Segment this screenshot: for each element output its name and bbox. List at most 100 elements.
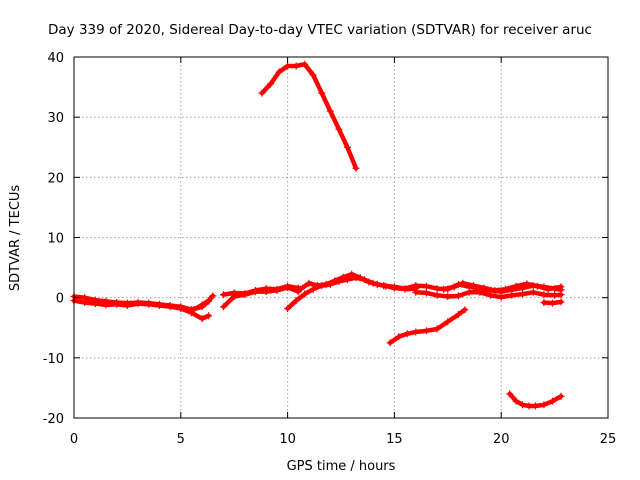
data-point (301, 60, 309, 68)
data-point (444, 318, 452, 326)
data-point (309, 71, 317, 79)
x-tick-label: 25 (600, 432, 617, 447)
x-tick-label: 0 (70, 432, 78, 447)
data-point (551, 291, 559, 299)
data-point (529, 288, 537, 296)
data-point (557, 392, 565, 400)
data-point (258, 89, 266, 97)
data-point (412, 288, 420, 296)
data-point (241, 289, 249, 297)
data-point (506, 390, 514, 398)
data-point (497, 293, 505, 301)
data-point (390, 283, 398, 291)
data-point (501, 285, 509, 293)
y-tick-label: 10 (47, 232, 64, 247)
data-point (454, 292, 462, 300)
data-point (198, 301, 206, 309)
data-point (373, 280, 381, 288)
data-point (91, 296, 99, 304)
data-point (548, 299, 556, 307)
data-point (422, 327, 430, 335)
data-point (487, 291, 495, 299)
data-point (469, 282, 477, 290)
data-point (557, 298, 565, 306)
data-point (544, 285, 552, 293)
data-point (145, 299, 153, 307)
data-point (305, 279, 313, 287)
data-point (326, 107, 334, 115)
data-point (205, 312, 213, 320)
data-point (534, 282, 542, 290)
data-point (540, 298, 548, 306)
data-point (440, 285, 448, 293)
data-point (296, 285, 304, 293)
data-point (292, 62, 300, 70)
data-point (301, 290, 309, 298)
data-point (339, 273, 347, 281)
data-point (309, 285, 317, 293)
data-point (155, 300, 163, 308)
data-point (292, 297, 300, 305)
data-point (531, 402, 539, 410)
y-axis-label: SDTVAR / TECUs (8, 185, 23, 292)
data-point (275, 68, 283, 76)
grid (74, 57, 608, 418)
y-tick-label: -20 (43, 412, 64, 427)
data-point (491, 286, 499, 294)
x-tick-label: 20 (493, 432, 510, 447)
data-point (476, 288, 484, 296)
data-point (348, 270, 356, 278)
data-point (465, 288, 473, 296)
data-point (331, 277, 339, 285)
data-point (512, 397, 520, 405)
data-point (252, 286, 260, 294)
data-point (508, 291, 516, 299)
axis-ticks: 0 5 10 15 20 25 -20 -10 0 10 20 30 40 (43, 51, 617, 447)
data-point (209, 292, 217, 300)
y-tick-label: 20 (47, 171, 64, 186)
data-point (444, 292, 452, 300)
data-point (557, 283, 565, 291)
data-point (403, 330, 411, 338)
data-point (433, 285, 441, 293)
data-point (422, 282, 430, 290)
data-point (267, 80, 275, 88)
data-point (166, 301, 174, 309)
data-point (318, 89, 326, 97)
chart-title: Day 339 of 2020, Sidereal Day-to-day VTE… (48, 22, 592, 38)
data-point (380, 282, 388, 290)
data-point (123, 299, 131, 307)
data-point (102, 297, 110, 305)
data-point (548, 397, 556, 405)
data-point (540, 401, 548, 409)
data-point (352, 164, 360, 172)
data-point (386, 339, 394, 347)
data-point (461, 306, 469, 314)
data-point (540, 291, 548, 299)
x-tick-label: 5 (177, 432, 185, 447)
data-point (523, 280, 531, 288)
data-point (113, 298, 121, 306)
data-point (220, 291, 228, 299)
y-tick-label: 0 (56, 292, 64, 307)
y-tick-label: 30 (47, 111, 64, 126)
data-point (220, 303, 228, 311)
series-arc-3 (191, 293, 216, 312)
data-point (422, 289, 430, 297)
series-arc-12 (387, 307, 468, 346)
data-point (81, 294, 89, 302)
data-point (343, 143, 351, 151)
data-point (412, 282, 420, 290)
data-point (480, 284, 488, 292)
data-series (70, 60, 565, 410)
data-point (273, 285, 281, 293)
series-arc-6 (259, 61, 359, 171)
data-point (412, 328, 420, 336)
data-point (512, 282, 520, 290)
x-tick-label: 15 (386, 432, 403, 447)
data-point (395, 333, 403, 341)
data-point (205, 297, 213, 305)
y-tick-label: 40 (47, 51, 64, 66)
data-point (450, 283, 458, 291)
